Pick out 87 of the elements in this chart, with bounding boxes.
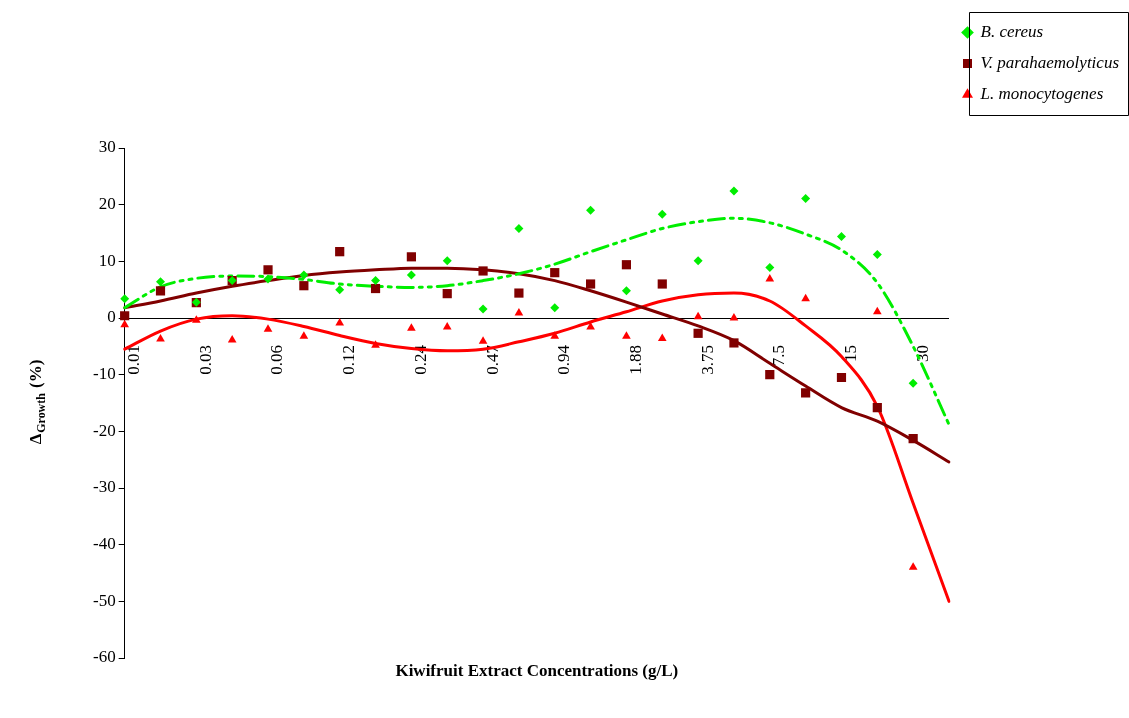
point: [335, 285, 345, 295]
point: [120, 294, 130, 304]
point: [908, 434, 918, 444]
legend-label: B. cereus: [980, 21, 1044, 41]
point: [585, 279, 596, 289]
point: [801, 388, 811, 398]
point: [621, 260, 632, 270]
point: [765, 273, 775, 282]
point: [801, 293, 810, 302]
point: [514, 223, 524, 233]
point: [442, 289, 452, 299]
point: [765, 263, 775, 273]
legend-label: L. monocytogenes: [979, 83, 1104, 103]
point: [908, 378, 918, 388]
y-tick-label: 10: [98, 250, 116, 270]
point: [299, 281, 309, 291]
x-tick-label: 0.12: [339, 345, 359, 375]
point: [657, 333, 667, 341]
y-tick-label: -60: [92, 647, 116, 667]
point: [550, 268, 560, 278]
point: [693, 256, 703, 266]
point: [155, 286, 166, 296]
point: [514, 307, 524, 316]
point: [335, 318, 345, 326]
point: [621, 286, 631, 296]
x-tick-label: 0.01: [124, 345, 144, 375]
point: [227, 335, 237, 343]
y-tick-label: 20: [98, 194, 116, 214]
x-tick-label: 3.75: [697, 345, 717, 375]
point: [406, 270, 416, 280]
point: [478, 336, 488, 344]
point: [478, 266, 488, 276]
y-tick-label: -10: [92, 364, 116, 384]
point: [263, 274, 273, 284]
point: [371, 276, 381, 286]
legend-label: V. parahaemolyticus: [980, 52, 1120, 72]
point: [836, 231, 846, 241]
point: [156, 333, 165, 342]
x-tick-label: 0.24: [410, 344, 430, 375]
point: [765, 370, 775, 380]
point: [657, 209, 667, 219]
point: [693, 311, 703, 320]
y-tick-label: -20: [92, 420, 116, 440]
x-tick-label: 0.94: [554, 344, 574, 375]
point: [263, 265, 273, 275]
x-axis-title: Kiwifruit Extract Concentrations (g/L): [395, 661, 679, 681]
point: [729, 338, 739, 348]
point: [299, 270, 309, 280]
y-tick-label: -30: [92, 477, 116, 497]
point: [622, 331, 631, 339]
x-tick-label: 0.03: [195, 345, 215, 375]
x-tick-label: 1.88: [625, 345, 645, 375]
point: [371, 340, 380, 348]
point: [192, 315, 201, 323]
point: [872, 250, 882, 260]
point: [514, 288, 524, 298]
point: [729, 186, 739, 196]
point: [729, 313, 739, 321]
point: [550, 331, 560, 339]
x-tick-label: 7.5: [769, 345, 789, 367]
point: [657, 279, 667, 289]
point: [263, 324, 273, 332]
point: [693, 328, 703, 338]
point: [406, 252, 416, 262]
point: [335, 247, 345, 257]
point: [836, 372, 847, 383]
point: [299, 331, 309, 339]
point: [872, 306, 882, 315]
point: [586, 322, 595, 330]
point: [442, 322, 452, 330]
point: [156, 277, 165, 287]
y-tick-label: 30: [98, 137, 116, 157]
point: [370, 283, 381, 294]
point: [550, 303, 560, 313]
point: [801, 193, 811, 203]
x-tick-label: 15: [840, 345, 860, 362]
point: [908, 562, 918, 570]
y-tick-label: -40: [92, 534, 116, 554]
x-tick-label: 0.06: [267, 345, 287, 375]
y-tick-label: -50: [92, 590, 116, 610]
y-tick-label: 0: [107, 307, 116, 327]
point: [407, 323, 416, 331]
point: [442, 256, 452, 266]
point: [478, 304, 488, 314]
point: [872, 402, 882, 413]
y-axis-title: ΔGrowth (%): [26, 359, 48, 445]
point: [586, 205, 596, 215]
